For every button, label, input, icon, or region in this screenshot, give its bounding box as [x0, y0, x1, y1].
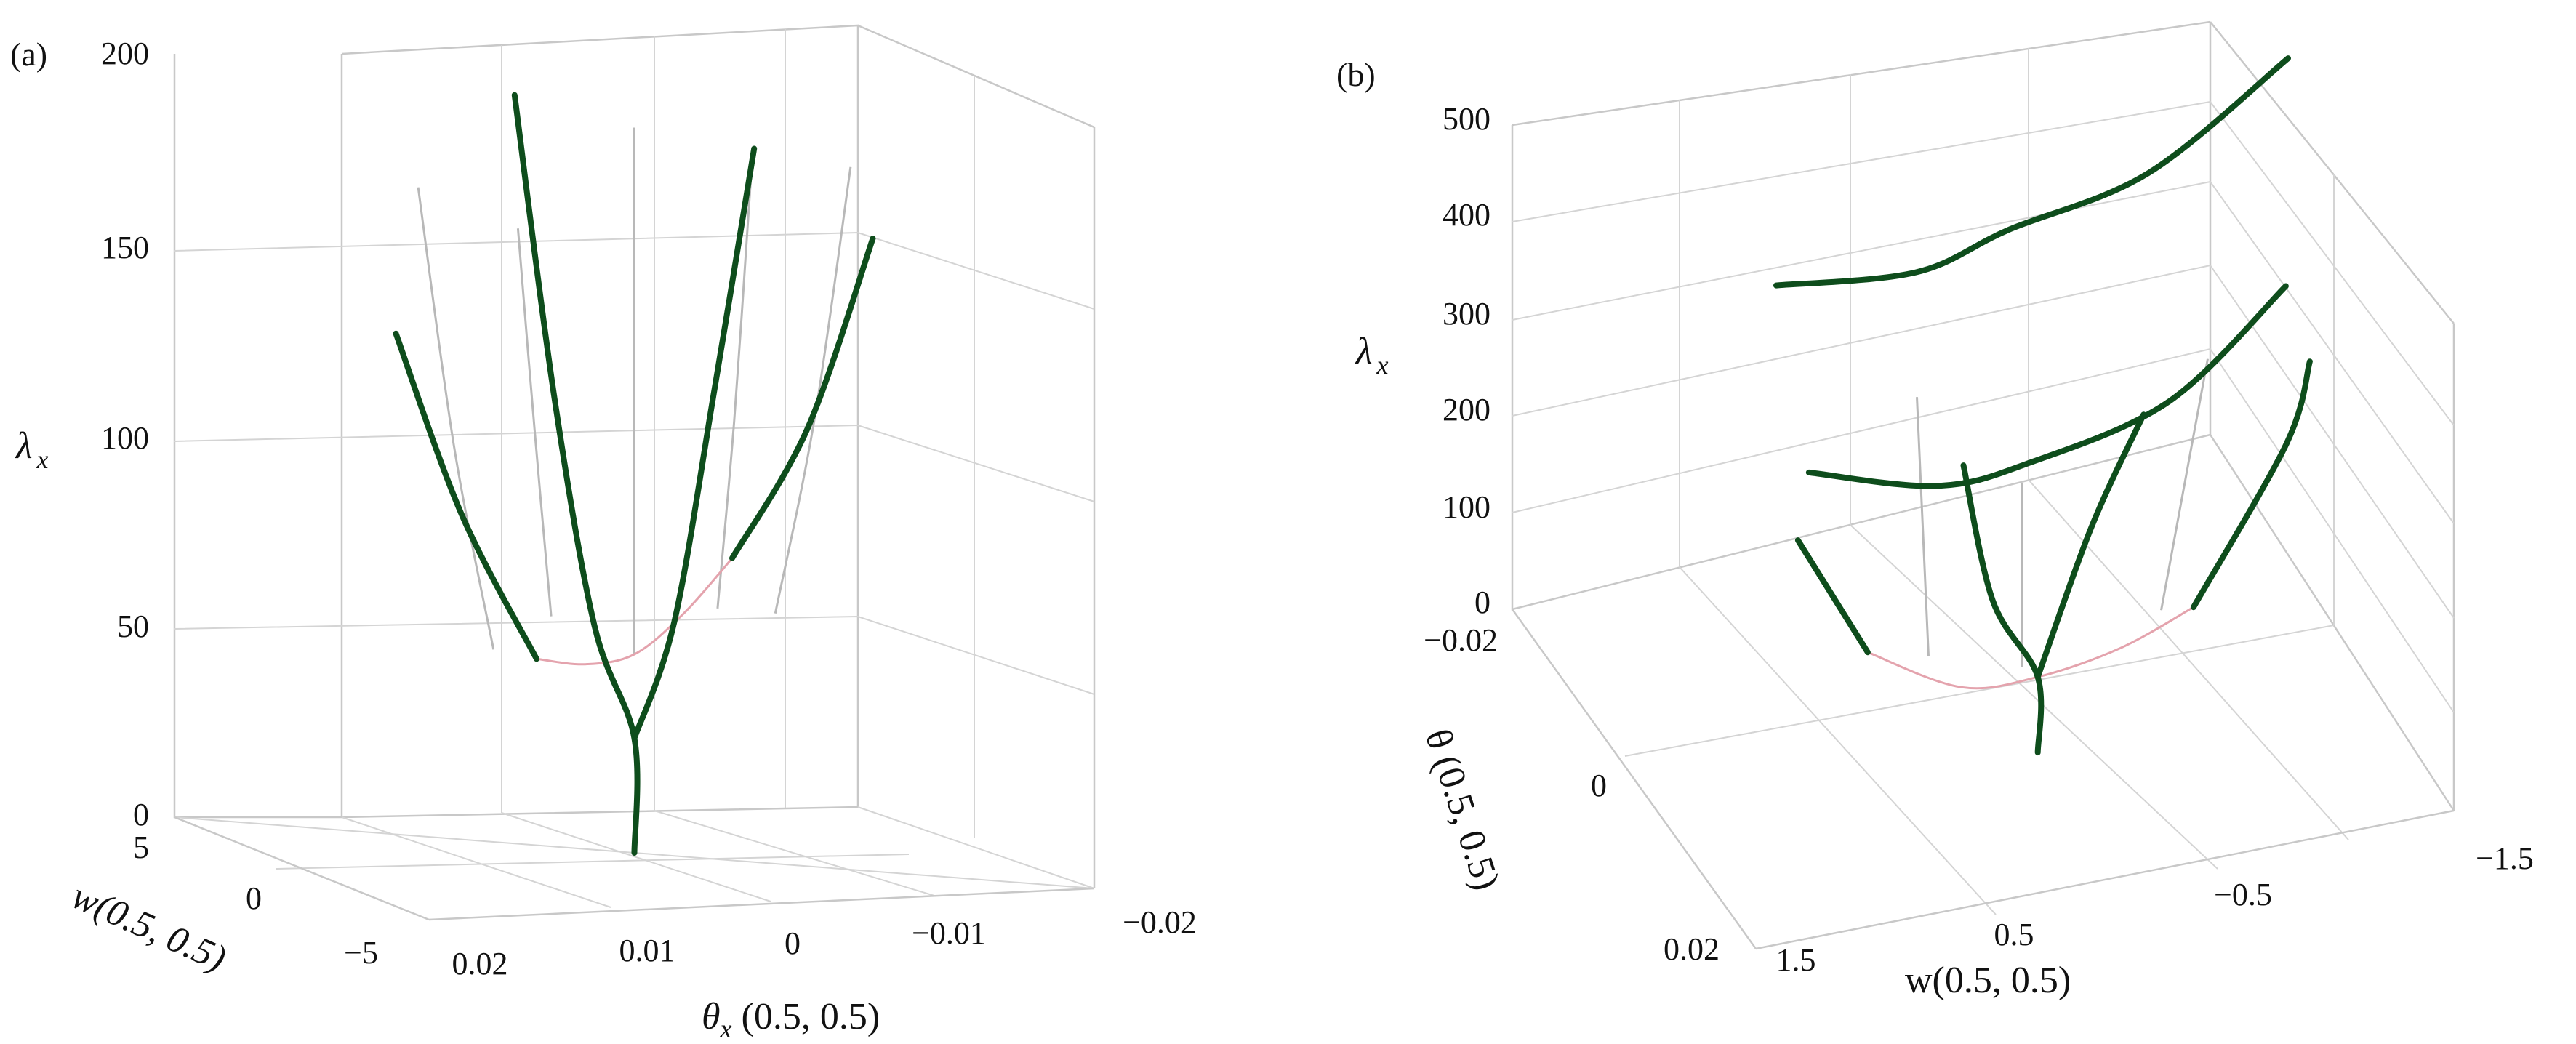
panel-b-grid-line: [1512, 348, 2455, 713]
panel-b-z-tick: 300: [1443, 296, 1490, 332]
panel-b-z-tick: 0: [1474, 585, 1490, 620]
panel-b-floor-grid: [1624, 625, 2335, 757]
panel-b-grid: [1511, 20, 2455, 950]
panel-b-back-right-top: [2210, 21, 2455, 324]
panel-a-z-tick: 50: [117, 609, 149, 644]
panel-b-back-top-edge: [1512, 20, 2211, 127]
panel-a-y-ticks: 5 0 −5: [133, 830, 378, 971]
panel-b-z-tick: 100: [1443, 489, 1490, 525]
panel-b-front-left-edge: [1511, 609, 1757, 949]
panel-b-x-label: w(0.5, 0.5): [1905, 960, 2071, 1001]
panel-a-z-tick: 100: [101, 420, 149, 456]
panel-b-grid-line: [1512, 264, 2455, 619]
panel-b-x-tick: −0.5: [2214, 877, 2272, 912]
panel-b-x-tick: 1.5: [1776, 942, 1816, 978]
panel-a-curve-pink: [536, 557, 734, 666]
panel-b-z-tick: 400: [1443, 197, 1490, 233]
panel-a-back-top-edge: [857, 24, 1095, 129]
panel-a-x-tick: 0.01: [619, 933, 675, 968]
panel-b-z-tick: 500: [1443, 101, 1490, 137]
panel-a-z-tick: 150: [101, 230, 149, 265]
panel-b-curve-bold: [2034, 411, 2147, 680]
panel-a-x-tick: 0.02: [452, 946, 508, 981]
panel-a-series: [393, 92, 876, 856]
panel-b-y-tick: 0: [1591, 768, 1607, 803]
panel-b-curve-bold: [1794, 537, 1871, 656]
panel-b-curve-bold: [2190, 358, 2313, 611]
panel-b-floor-grid: [1679, 566, 1997, 915]
panel-a-y-tick: −5: [344, 935, 378, 971]
panel-a: (a): [10, 24, 1197, 1043]
panel-a-z-tick: 200: [101, 36, 149, 71]
panel-a-grid: [173, 24, 1096, 921]
panel-a-x-tick: −0.02: [1123, 904, 1197, 940]
panel-a-floor-grid: [501, 812, 771, 902]
panel-b-curve-thin: [2160, 358, 2209, 611]
panel-a-floor-grid: [276, 854, 910, 870]
panel-a-curve-bold: [393, 330, 539, 662]
panel-a-grid-line: [174, 231, 1095, 310]
panel-b-curve-pink: [1867, 606, 2194, 690]
panel-a-floor-grid: [341, 816, 611, 908]
panel-b-front-bottom-edge: [1755, 809, 2455, 950]
panel-a-grid-line: [174, 615, 1095, 695]
panel-b-x-tick: 0.5: [1994, 917, 2034, 952]
panel-a-x-tick: 0: [785, 925, 801, 961]
panel-b-grid-line: [1512, 100, 2455, 426]
panel-a-curve-bold: [631, 145, 758, 742]
panel-b-curve-bold: [1805, 283, 2289, 489]
panel-a-grid-line: [174, 424, 1095, 502]
panel-a-back-right-wall: [341, 24, 859, 819]
panel-b-series: [1773, 55, 2313, 756]
panel-b-floor-grid: [2028, 479, 2349, 840]
panel-a-curve-bold: [729, 236, 876, 561]
panel-b-back-bottom: [2209, 434, 2455, 811]
panel-b-y-label: θ (0.5, 0.5): [1417, 724, 1508, 895]
panel-b-y-tick: 0.02: [1664, 931, 1720, 967]
panel-b-curve-thin: [1916, 397, 1930, 656]
panel-a-curve-thin: [417, 187, 495, 650]
panel-a-floor-grid: [654, 810, 935, 896]
panel-a-x-ticks: 0.02 0.01 0 −0.01 −0.02: [452, 904, 1197, 981]
panel-b-grid-line: [1512, 180, 2455, 524]
panel-a-x-label: θx (0.5, 0.5): [702, 996, 880, 1043]
panel-b: (b) 500: [1336, 20, 2534, 1001]
panel-b-y-ticks: −0.02 0 0.02: [1424, 622, 1720, 967]
panel-a-front-left-edge: [174, 816, 430, 921]
panel-a-front-bottom-edge: [428, 887, 1095, 921]
panel-a-curve-bold: [511, 92, 641, 856]
panel-b-label: (b): [1336, 56, 1376, 93]
panel-a-z-ticks: 200 150 100 50 0: [101, 36, 149, 832]
panel-b-y-tick: −0.02: [1424, 622, 1498, 658]
panel-b-z-tick: 200: [1443, 392, 1490, 427]
panel-b-curve-bold: [1773, 55, 2291, 289]
panel-b-x-tick: −1.5: [2476, 840, 2534, 876]
panel-b-z-ticks: 500 400 300 200 100 0: [1443, 101, 1490, 620]
panel-a-x-tick: −0.01: [912, 915, 986, 951]
panel-b-floor-grid: [1850, 524, 2218, 870]
panel-b-x-ticks: 1.5 0.5 −0.5 −1.5: [1776, 840, 2534, 978]
panel-b-curve-bold: [1960, 462, 2045, 756]
panel-b-back-left-wall: [1511, 22, 2212, 611]
panel-a-label: (a): [10, 36, 47, 73]
panel-a-curve-thin: [716, 179, 753, 609]
panel-a-floor-grid: [857, 806, 1095, 889]
panel-a-z-tick: 0: [133, 797, 149, 832]
panel-a-y-label: w(0.5, 0.5): [65, 875, 232, 980]
panel-a-curve-thin: [516, 228, 553, 617]
panel-a-y-tick: 5: [133, 830, 149, 865]
panel-a-y-tick: 0: [246, 880, 262, 916]
panel-a-back-left-wall: [173, 54, 343, 819]
